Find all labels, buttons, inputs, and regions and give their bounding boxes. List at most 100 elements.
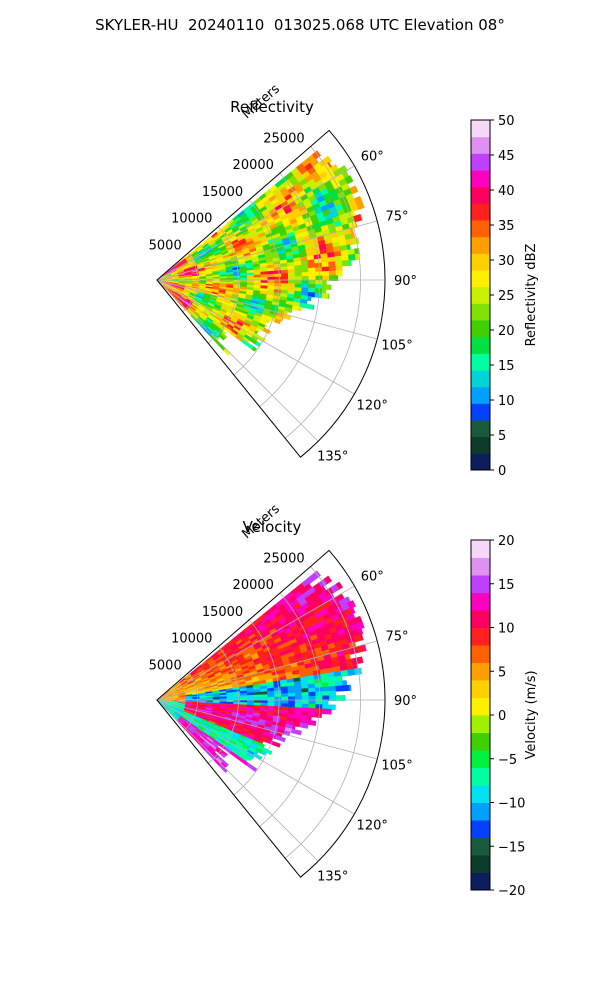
data-cell: [213, 758, 222, 766]
data-cell: [256, 248, 265, 254]
data-cell: [176, 266, 184, 271]
data-cell: [174, 712, 181, 718]
data-cell: [175, 709, 183, 714]
data-cell: [172, 294, 179, 301]
data-cell: [198, 692, 207, 695]
data-cell: [245, 751, 254, 759]
data-cell: [195, 664, 202, 671]
data-cell: [286, 261, 295, 267]
data-cell: [236, 653, 244, 660]
data-cell: [221, 643, 230, 650]
data-cell: [230, 678, 239, 683]
data-cell: [184, 673, 191, 679]
data-cell: [233, 649, 242, 656]
data-cell: [224, 292, 233, 297]
data-cell: [164, 277, 173, 279]
data-cell: [223, 676, 231, 681]
data-cell: [292, 207, 301, 216]
data-cell: [290, 308, 293, 313]
data-cell: [290, 598, 300, 608]
data-cell: [246, 694, 255, 699]
data-cell: [271, 607, 281, 616]
data-cell: [266, 655, 275, 662]
data-cell: [179, 717, 186, 723]
data-cell: [203, 261, 211, 266]
colorbar-tick-label: 20: [498, 324, 515, 339]
data-cell: [227, 307, 236, 313]
data-cell: [178, 703, 186, 706]
data-cell: [253, 269, 261, 273]
data-cell: [314, 292, 323, 299]
data-cell: [221, 654, 229, 661]
data-cell: [304, 621, 314, 630]
data-cell: [171, 274, 179, 277]
data-cell: [206, 237, 214, 244]
data-cell: [209, 678, 218, 684]
data-cell: [314, 266, 323, 273]
data-cell: [300, 613, 310, 622]
data-cell: [229, 654, 237, 661]
data-cell: [218, 729, 227, 736]
data-cell: [245, 737, 254, 743]
data-cell: [218, 230, 227, 238]
data-cell: [261, 628, 270, 636]
data-cell: [218, 650, 227, 658]
data-cell: [262, 243, 271, 250]
data-cell: [190, 724, 198, 731]
data-cell: [227, 652, 236, 659]
data-cell: [191, 302, 199, 309]
data-cell: [256, 726, 265, 733]
data-cell: [267, 658, 276, 665]
data-cell: [249, 649, 258, 656]
data-cell: [197, 684, 205, 689]
data-cell: [308, 275, 316, 281]
data-cell: [256, 229, 265, 236]
data-cell: [255, 646, 264, 653]
data-cell: [164, 272, 171, 277]
data-cell: [177, 286, 185, 290]
data-cell: [300, 193, 310, 202]
data-cell: [194, 257, 202, 263]
data-cell: [284, 193, 293, 202]
data-cell: [287, 689, 296, 694]
data-cell: [212, 653, 220, 660]
data-cell: [201, 323, 208, 330]
colorbar-segment: [471, 270, 490, 288]
data-cell: [266, 611, 275, 620]
data-cell: [294, 688, 303, 694]
data-cell: [290, 204, 299, 212]
data-cell: [301, 287, 309, 293]
data-cell: [301, 602, 311, 611]
data-cell: [174, 292, 181, 298]
data-cell: [225, 228, 234, 236]
data-cell: [211, 686, 220, 691]
data-cell: [222, 236, 230, 243]
data-cell: [169, 288, 176, 293]
data-cell: [301, 707, 309, 713]
data-cell: [286, 681, 295, 687]
data-cell: [173, 681, 181, 687]
data-cell: [262, 646, 272, 653]
data-cell: [268, 614, 278, 623]
data-cell: [205, 327, 213, 335]
data-cell: [201, 718, 210, 724]
data-cell: [246, 660, 255, 666]
data-cell: [215, 757, 223, 765]
data-cell: [280, 266, 289, 271]
data-cell: [178, 700, 186, 702]
data-cell: [258, 192, 268, 201]
data-cell: [315, 599, 325, 608]
data-cell: [231, 733, 240, 740]
data-cell: [204, 247, 212, 253]
data-cell: [266, 687, 275, 692]
data-cell: [236, 332, 245, 340]
data-cell: [276, 627, 285, 635]
colorbar-segment: [471, 120, 490, 138]
data-cell: [189, 668, 197, 675]
data-cell: [180, 258, 187, 264]
data-cell: [225, 662, 233, 668]
data-cell: [308, 695, 316, 701]
data-cell: [163, 690, 170, 696]
data-cell: [329, 275, 337, 281]
